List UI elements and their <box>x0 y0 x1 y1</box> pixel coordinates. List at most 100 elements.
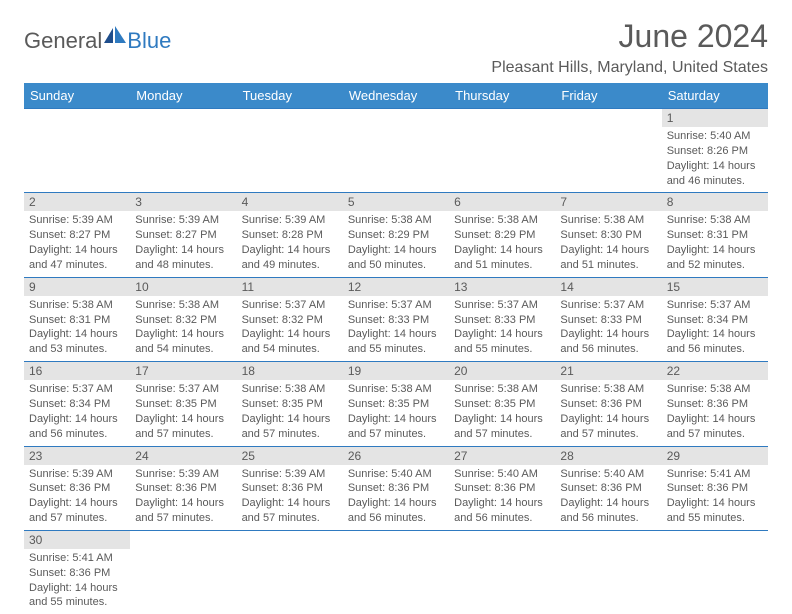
day-detail: Sunrise: 5:38 AMSunset: 8:32 PMDaylight:… <box>130 296 236 361</box>
day-detail: Sunrise: 5:38 AMSunset: 8:29 PMDaylight:… <box>449 211 555 276</box>
day-detail: Sunrise: 5:40 AMSunset: 8:26 PMDaylight:… <box>662 127 768 192</box>
calendar-row: 16Sunrise: 5:37 AMSunset: 8:34 PMDayligh… <box>24 362 768 446</box>
calendar-empty-cell <box>555 530 661 614</box>
logo: General Blue <box>24 26 171 55</box>
day-detail: Sunrise: 5:40 AMSunset: 8:36 PMDaylight:… <box>449 465 555 530</box>
calendar-empty-cell <box>130 530 236 614</box>
calendar-day-cell: 29Sunrise: 5:41 AMSunset: 8:36 PMDayligh… <box>662 446 768 530</box>
calendar-day-cell: 20Sunrise: 5:38 AMSunset: 8:35 PMDayligh… <box>449 362 555 446</box>
day-detail: Sunrise: 5:39 AMSunset: 8:27 PMDaylight:… <box>130 211 236 276</box>
day-detail: Sunrise: 5:38 AMSunset: 8:31 PMDaylight:… <box>662 211 768 276</box>
day-number: 28 <box>555 447 661 465</box>
calendar-day-cell: 16Sunrise: 5:37 AMSunset: 8:34 PMDayligh… <box>24 362 130 446</box>
calendar-empty-cell <box>343 109 449 193</box>
title-block: June 2024 Pleasant Hills, Maryland, Unit… <box>491 18 768 77</box>
day-detail: Sunrise: 5:38 AMSunset: 8:36 PMDaylight:… <box>555 380 661 445</box>
day-detail: Sunrise: 5:38 AMSunset: 8:35 PMDaylight:… <box>343 380 449 445</box>
calendar-day-cell: 4Sunrise: 5:39 AMSunset: 8:28 PMDaylight… <box>237 193 343 277</box>
weekday-header: Tuesday <box>237 83 343 109</box>
day-number: 6 <box>449 193 555 211</box>
day-detail: Sunrise: 5:37 AMSunset: 8:33 PMDaylight:… <box>555 296 661 361</box>
day-number: 17 <box>130 362 236 380</box>
day-number: 30 <box>24 531 130 549</box>
day-number: 7 <box>555 193 661 211</box>
calendar-row: 1Sunrise: 5:40 AMSunset: 8:26 PMDaylight… <box>24 109 768 193</box>
calendar-empty-cell <box>449 109 555 193</box>
calendar-empty-cell <box>662 530 768 614</box>
calendar-empty-cell <box>24 109 130 193</box>
calendar-empty-cell <box>237 109 343 193</box>
calendar-empty-cell <box>555 109 661 193</box>
calendar-table: SundayMondayTuesdayWednesdayThursdayFrid… <box>24 83 768 614</box>
calendar-day-cell: 19Sunrise: 5:38 AMSunset: 8:35 PMDayligh… <box>343 362 449 446</box>
weekday-header: Wednesday <box>343 83 449 109</box>
day-number: 11 <box>237 278 343 296</box>
calendar-day-cell: 18Sunrise: 5:38 AMSunset: 8:35 PMDayligh… <box>237 362 343 446</box>
day-number: 12 <box>343 278 449 296</box>
calendar-day-cell: 23Sunrise: 5:39 AMSunset: 8:36 PMDayligh… <box>24 446 130 530</box>
weekday-header: Friday <box>555 83 661 109</box>
calendar-day-cell: 13Sunrise: 5:37 AMSunset: 8:33 PMDayligh… <box>449 277 555 361</box>
weekday-header: Monday <box>130 83 236 109</box>
day-detail: Sunrise: 5:40 AMSunset: 8:36 PMDaylight:… <box>555 465 661 530</box>
day-number: 13 <box>449 278 555 296</box>
calendar-day-cell: 2Sunrise: 5:39 AMSunset: 8:27 PMDaylight… <box>24 193 130 277</box>
weekday-header: Thursday <box>449 83 555 109</box>
calendar-empty-cell <box>237 530 343 614</box>
weekday-header: Sunday <box>24 83 130 109</box>
calendar-day-cell: 25Sunrise: 5:39 AMSunset: 8:36 PMDayligh… <box>237 446 343 530</box>
calendar-day-cell: 26Sunrise: 5:40 AMSunset: 8:36 PMDayligh… <box>343 446 449 530</box>
calendar-day-cell: 28Sunrise: 5:40 AMSunset: 8:36 PMDayligh… <box>555 446 661 530</box>
day-detail: Sunrise: 5:37 AMSunset: 8:32 PMDaylight:… <box>237 296 343 361</box>
day-number: 21 <box>555 362 661 380</box>
day-number: 2 <box>24 193 130 211</box>
calendar-day-cell: 24Sunrise: 5:39 AMSunset: 8:36 PMDayligh… <box>130 446 236 530</box>
calendar-empty-cell <box>449 530 555 614</box>
calendar-row: 2Sunrise: 5:39 AMSunset: 8:27 PMDaylight… <box>24 193 768 277</box>
day-detail: Sunrise: 5:38 AMSunset: 8:30 PMDaylight:… <box>555 211 661 276</box>
calendar-day-cell: 27Sunrise: 5:40 AMSunset: 8:36 PMDayligh… <box>449 446 555 530</box>
month-year: June 2024 <box>491 18 768 55</box>
day-detail: Sunrise: 5:37 AMSunset: 8:35 PMDaylight:… <box>130 380 236 445</box>
day-detail: Sunrise: 5:39 AMSunset: 8:36 PMDaylight:… <box>130 465 236 530</box>
logo-text-general: General <box>24 28 102 54</box>
day-detail: Sunrise: 5:41 AMSunset: 8:36 PMDaylight:… <box>24 549 130 614</box>
logo-text-blue: Blue <box>127 28 171 54</box>
calendar-row: 9Sunrise: 5:38 AMSunset: 8:31 PMDaylight… <box>24 277 768 361</box>
day-number: 24 <box>130 447 236 465</box>
day-number: 1 <box>662 109 768 127</box>
day-number: 3 <box>130 193 236 211</box>
calendar-header-row: SundayMondayTuesdayWednesdayThursdayFrid… <box>24 83 768 109</box>
calendar-row: 23Sunrise: 5:39 AMSunset: 8:36 PMDayligh… <box>24 446 768 530</box>
day-number: 26 <box>343 447 449 465</box>
day-number: 8 <box>662 193 768 211</box>
day-detail: Sunrise: 5:38 AMSunset: 8:35 PMDaylight:… <box>237 380 343 445</box>
calendar-row: 30Sunrise: 5:41 AMSunset: 8:36 PMDayligh… <box>24 530 768 614</box>
day-number: 15 <box>662 278 768 296</box>
calendar-body: 1Sunrise: 5:40 AMSunset: 8:26 PMDaylight… <box>24 109 768 614</box>
day-detail: Sunrise: 5:38 AMSunset: 8:36 PMDaylight:… <box>662 380 768 445</box>
day-number: 23 <box>24 447 130 465</box>
calendar-empty-cell <box>343 530 449 614</box>
weekday-header: Saturday <box>662 83 768 109</box>
day-detail: Sunrise: 5:39 AMSunset: 8:27 PMDaylight:… <box>24 211 130 276</box>
day-detail: Sunrise: 5:41 AMSunset: 8:36 PMDaylight:… <box>662 465 768 530</box>
day-number: 19 <box>343 362 449 380</box>
calendar-day-cell: 10Sunrise: 5:38 AMSunset: 8:32 PMDayligh… <box>130 277 236 361</box>
calendar-day-cell: 21Sunrise: 5:38 AMSunset: 8:36 PMDayligh… <box>555 362 661 446</box>
day-detail: Sunrise: 5:37 AMSunset: 8:34 PMDaylight:… <box>24 380 130 445</box>
day-number: 10 <box>130 278 236 296</box>
calendar-day-cell: 30Sunrise: 5:41 AMSunset: 8:36 PMDayligh… <box>24 530 130 614</box>
day-detail: Sunrise: 5:39 AMSunset: 8:28 PMDaylight:… <box>237 211 343 276</box>
day-number: 14 <box>555 278 661 296</box>
calendar-day-cell: 1Sunrise: 5:40 AMSunset: 8:26 PMDaylight… <box>662 109 768 193</box>
calendar-day-cell: 17Sunrise: 5:37 AMSunset: 8:35 PMDayligh… <box>130 362 236 446</box>
day-number: 18 <box>237 362 343 380</box>
day-detail: Sunrise: 5:39 AMSunset: 8:36 PMDaylight:… <box>237 465 343 530</box>
day-detail: Sunrise: 5:38 AMSunset: 8:31 PMDaylight:… <box>24 296 130 361</box>
location: Pleasant Hills, Maryland, United States <box>491 59 768 77</box>
day-number: 9 <box>24 278 130 296</box>
calendar-day-cell: 14Sunrise: 5:37 AMSunset: 8:33 PMDayligh… <box>555 277 661 361</box>
calendar-day-cell: 7Sunrise: 5:38 AMSunset: 8:30 PMDaylight… <box>555 193 661 277</box>
day-detail: Sunrise: 5:39 AMSunset: 8:36 PMDaylight:… <box>24 465 130 530</box>
